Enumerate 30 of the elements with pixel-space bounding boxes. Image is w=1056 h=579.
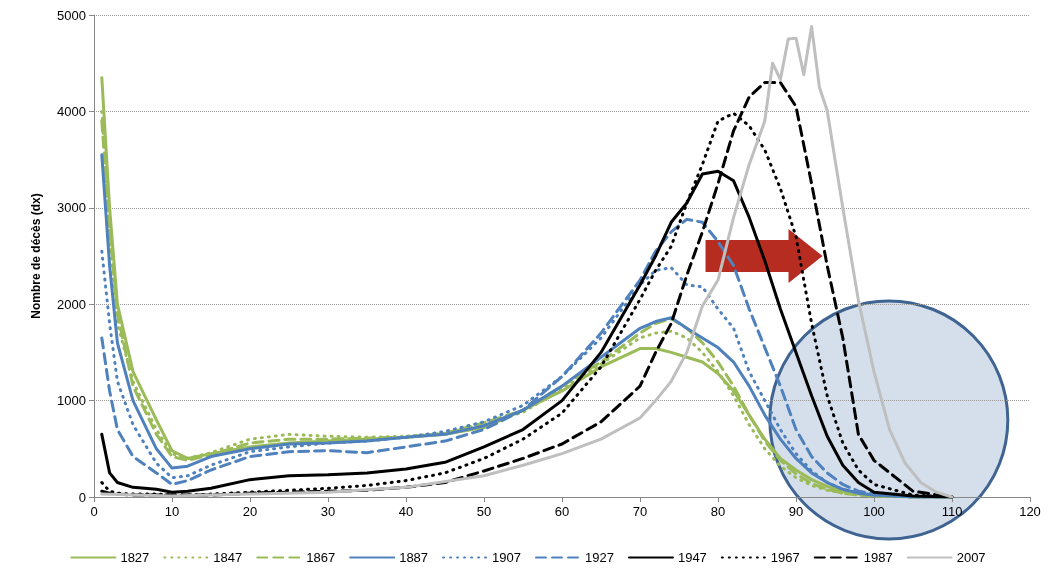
x-tick-label: 60: [554, 504, 570, 519]
y-tick-label: 4000: [57, 103, 86, 119]
y-tick-label: 5000: [57, 7, 86, 23]
y-tick-label: 0: [78, 489, 86, 505]
legend-label: 1987: [863, 550, 893, 565]
x-tick-label: 100: [863, 504, 885, 519]
y-tick-label: 1000: [57, 393, 86, 409]
x-tick-label: 120: [1019, 504, 1041, 519]
x-tick-label: 50: [476, 504, 492, 519]
x-tick-label: 20: [242, 504, 258, 519]
legend-label: 1827: [120, 550, 150, 565]
x-tick-label: 110: [941, 504, 963, 519]
legend-label: 2007: [956, 550, 986, 565]
y-axis-title: Nombre de décès (dx): [29, 193, 43, 319]
x-tick-label: 70: [632, 504, 648, 519]
y-tick-label: 3000: [57, 200, 86, 216]
x-tick-label: 90: [788, 504, 804, 519]
legend-label: 1867: [306, 550, 336, 565]
legend-label: 1967: [770, 550, 800, 565]
x-tick-label: 40: [398, 504, 414, 519]
legend-label: 1887: [399, 550, 429, 565]
legend-label: 1947: [677, 550, 707, 565]
x-tick-label: 10: [164, 504, 180, 519]
x-tick-label: 0: [90, 504, 98, 519]
y-tick-label: 2000: [57, 296, 86, 312]
legend-label: 1907: [492, 550, 521, 565]
x-tick-label: 80: [710, 504, 726, 519]
x-tick-label: 30: [320, 504, 336, 519]
legend-label: 1927: [585, 550, 614, 565]
legend-label: 1847: [213, 550, 243, 565]
